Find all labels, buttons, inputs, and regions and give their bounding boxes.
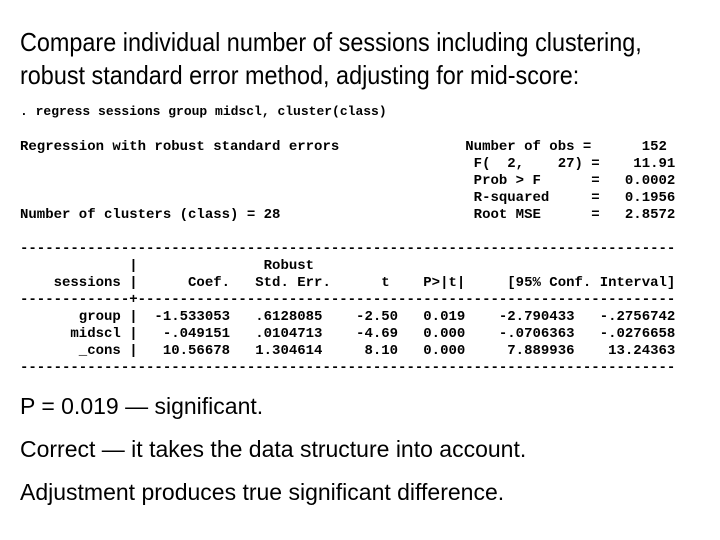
- stata-output-line-f-stat: F( 2, 27) = 11.91: [20, 156, 676, 172]
- stata-output-line-r-squared: R-squared = 0.1956: [20, 190, 676, 206]
- stata-command-line: . regress sessions group midscl, cluster…: [20, 104, 387, 119]
- stata-table-top-rule: ----------------------------------------…: [20, 241, 676, 257]
- stata-output-blank-line: [20, 224, 675, 241]
- conclusion-adjustment-difference: Adjustment produces true significant dif…: [20, 479, 505, 505]
- conclusion-correct-data-structure: Correct — it takes the data structure in…: [20, 436, 527, 462]
- stata-table-header-robust: | Robust: [20, 258, 315, 274]
- stata-table-bottom-rule: ----------------------------------------…: [20, 360, 676, 376]
- stata-table-row-group: group | -1.533053 .6128085 -2.50 0.019 -…: [20, 309, 676, 325]
- stata-output-line-clusters-rmse: Number of clusters (class) = 28 Root MSE…: [20, 207, 676, 223]
- stata-table-row-midscl: midscl | -.049151 .0104713 -4.69 0.000 -…: [20, 326, 676, 342]
- stata-output-line-obs-header: Regression with robust standard errors N…: [20, 139, 667, 155]
- stata-output-line-prob-f: Prob > F = 0.0002: [20, 173, 676, 189]
- stata-table-header-columns: sessions | Coef. Std. Err. t P>|t| [95% …: [20, 275, 676, 291]
- stata-table-separator-rule: -------------+--------------------------…: [20, 292, 676, 308]
- slide-title-line: Compare individual number of sessions in…: [20, 27, 642, 57]
- conclusion-p-value-significant: P = 0.019 — significant.: [20, 393, 264, 419]
- stata-output-block: Regression with robust standard errors N…: [20, 139, 675, 377]
- stata-table-row-cons: _cons | 10.56678 1.304614 8.10 0.000 7.8…: [20, 343, 676, 359]
- slide-title-line: robust standard error method, adjusting …: [20, 60, 580, 90]
- slide-title: Compare individual number of sessions in…: [20, 26, 642, 92]
- conclusions-block: P = 0.019 — significant. Correct — it ta…: [20, 385, 526, 514]
